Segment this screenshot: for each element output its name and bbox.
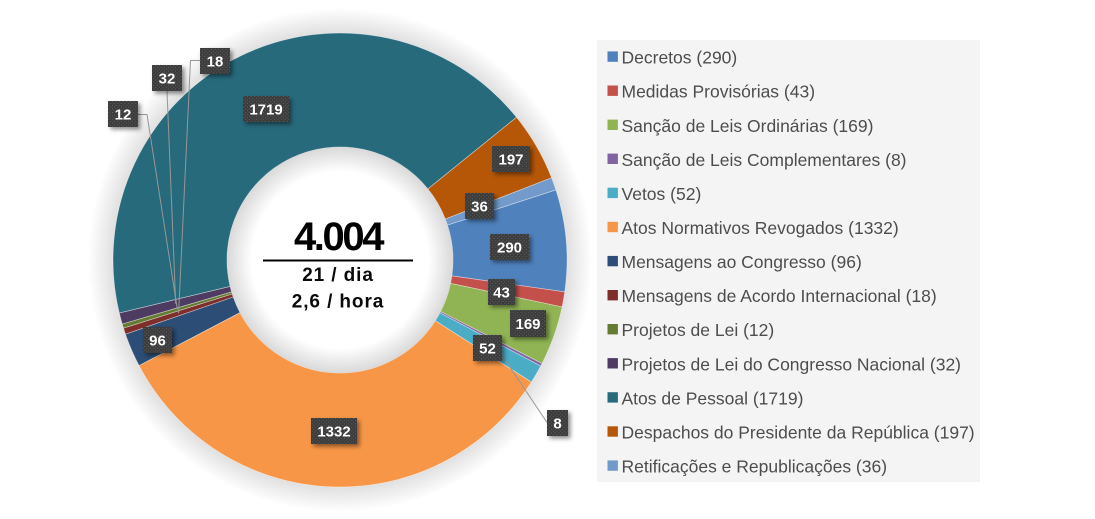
svg-text:43: 43 <box>493 285 510 302</box>
svg-text:8: 8 <box>553 416 561 433</box>
svg-text:290: 290 <box>497 240 522 257</box>
svg-text:32: 32 <box>159 71 176 88</box>
svg-text:Sanção de Leis Complementares: Sanção de Leis Complementares (8) <box>622 150 907 170</box>
svg-text:Retificações e Republicações (: Retificações e Republicações (36) <box>622 457 888 477</box>
svg-text:Decretos (290): Decretos (290) <box>622 48 738 68</box>
svg-text:1332: 1332 <box>317 424 350 441</box>
svg-text:Mensagens de Acordo Internacio: Mensagens de Acordo Internacional (18) <box>622 286 937 306</box>
svg-text:12: 12 <box>115 107 132 124</box>
svg-text:169: 169 <box>515 316 540 333</box>
svg-text:Atos Normativos Revogados (133: Atos Normativos Revogados (1332) <box>622 218 899 238</box>
svg-text:1719: 1719 <box>249 102 282 119</box>
svg-text:Vetos (52): Vetos (52) <box>622 184 702 204</box>
svg-text:2,6 / hora: 2,6 / hora <box>292 292 384 313</box>
svg-text:52: 52 <box>479 341 496 358</box>
svg-text:36: 36 <box>471 199 488 216</box>
svg-text:Mensagens ao Congresso (96): Mensagens ao Congresso (96) <box>622 252 862 272</box>
svg-text:Despachos do Presidente da Rep: Despachos do Presidente da República (19… <box>622 423 975 443</box>
svg-text:96: 96 <box>149 333 166 350</box>
svg-text:Medidas Provisórias (43): Medidas Provisórias (43) <box>622 82 816 102</box>
svg-text:Sanção de Leis Ordinárias (169: Sanção de Leis Ordinárias (169) <box>622 116 874 136</box>
svg-text:Projetos de Lei do Congresso N: Projetos de Lei do Congresso Nacional (3… <box>622 354 962 374</box>
svg-text:Projetos de Lei (12): Projetos de Lei (12) <box>622 320 775 340</box>
svg-text:21 / dia: 21 / dia <box>302 265 374 286</box>
svg-text:Atos de Pessoal (1719): Atos de Pessoal (1719) <box>622 388 804 408</box>
svg-text:18: 18 <box>207 54 224 71</box>
svg-text:4.004: 4.004 <box>294 215 385 259</box>
svg-text:197: 197 <box>498 152 523 169</box>
